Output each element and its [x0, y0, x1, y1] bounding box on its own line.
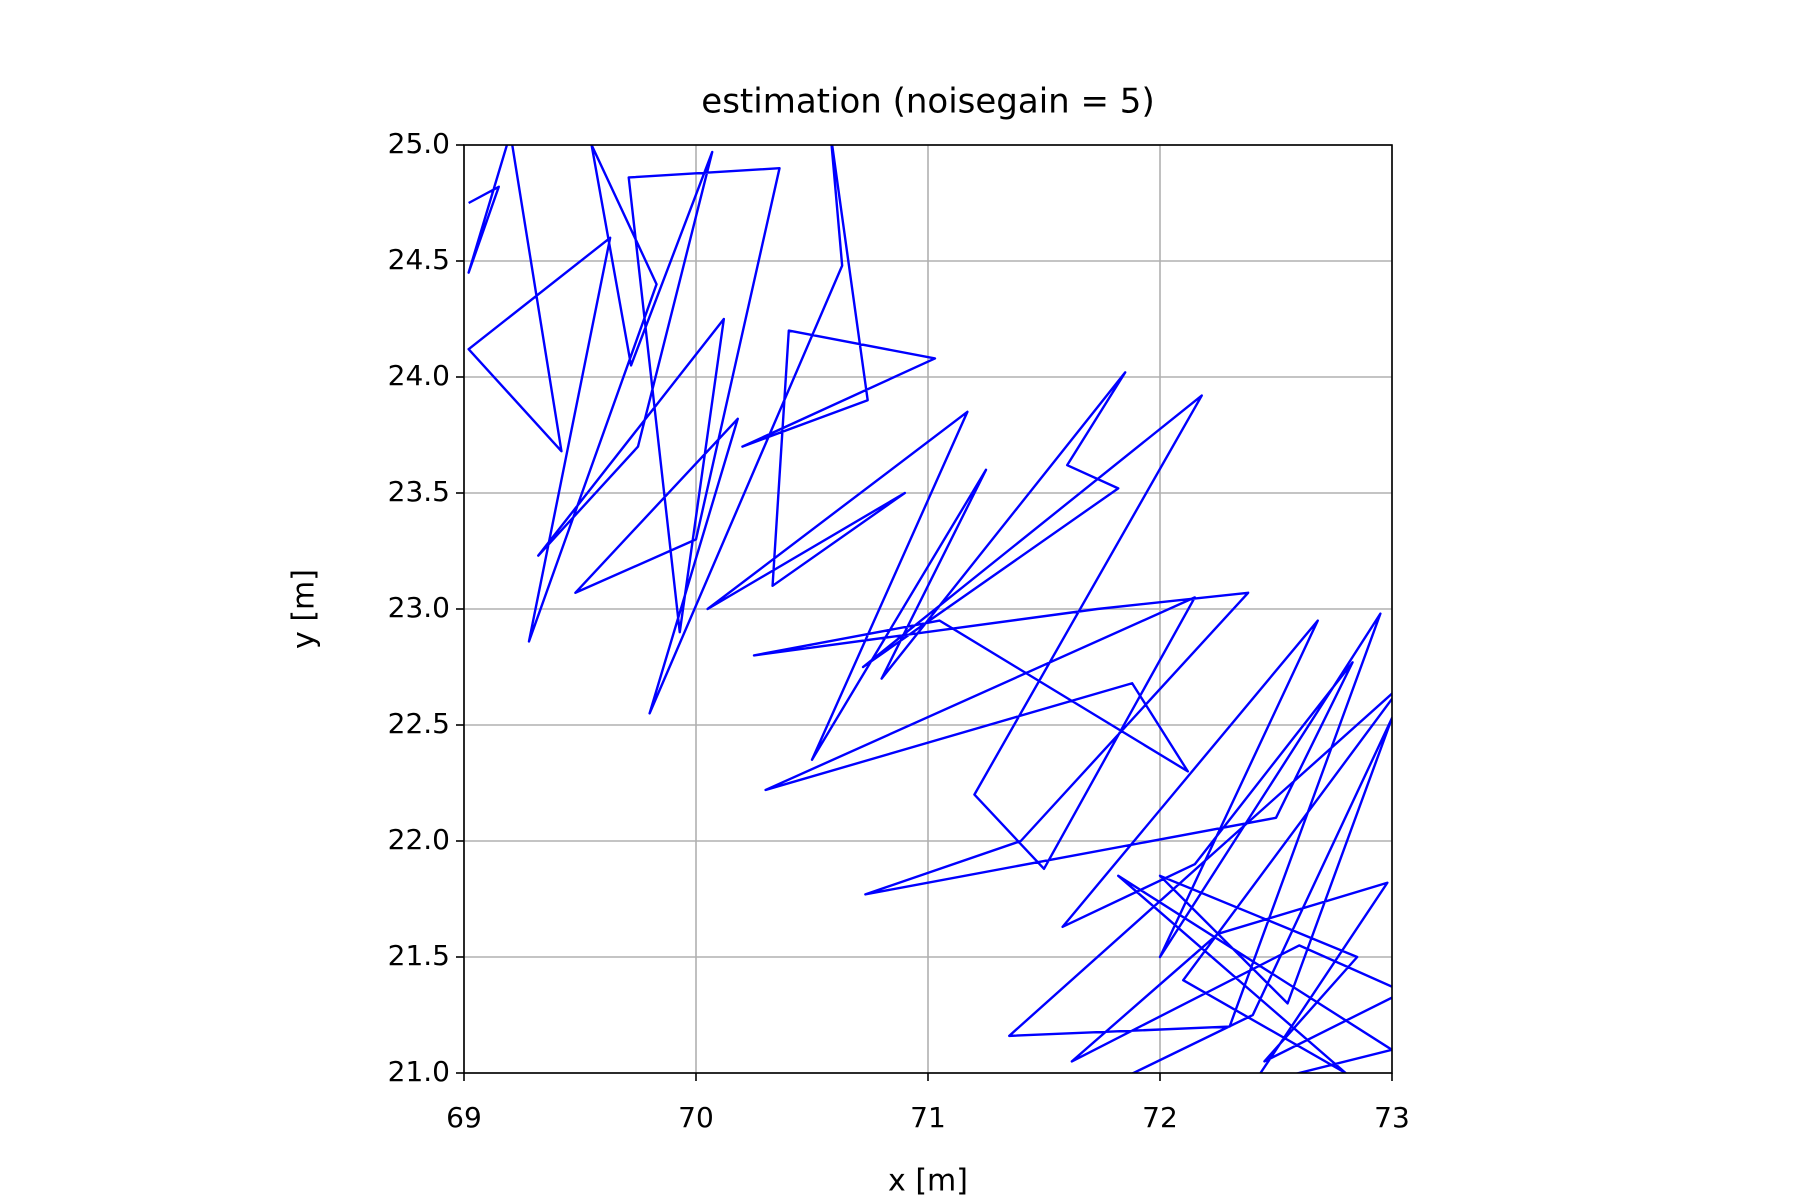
x-tick-label: 72 — [1142, 1101, 1178, 1134]
chart-title: estimation (noisegain = 5) — [701, 82, 1154, 122]
y-tick-label: 22.5 — [388, 707, 450, 740]
y-tick-label: 23.0 — [388, 591, 450, 624]
y-axis-label: y [m] — [287, 569, 322, 649]
y-tick-label: 24.0 — [388, 359, 450, 392]
plot-area — [467, 145, 1392, 1073]
data-line — [467, 145, 1392, 1073]
y-tick-label: 22.0 — [388, 823, 450, 856]
x-tick-label: 69 — [446, 1101, 482, 1134]
y-tick-label: 23.5 — [388, 475, 450, 508]
y-tick-label: 21.0 — [388, 1055, 450, 1088]
y-tick-label: 21.5 — [388, 939, 450, 972]
y-tick-label: 25.0 — [388, 127, 450, 160]
x-tick-label: 71 — [910, 1101, 946, 1134]
x-tick-label: 73 — [1374, 1101, 1410, 1134]
y-tick-label: 24.5 — [388, 243, 450, 276]
x-axis-label: x [m] — [888, 1164, 968, 1199]
x-tick-label: 70 — [678, 1101, 714, 1134]
